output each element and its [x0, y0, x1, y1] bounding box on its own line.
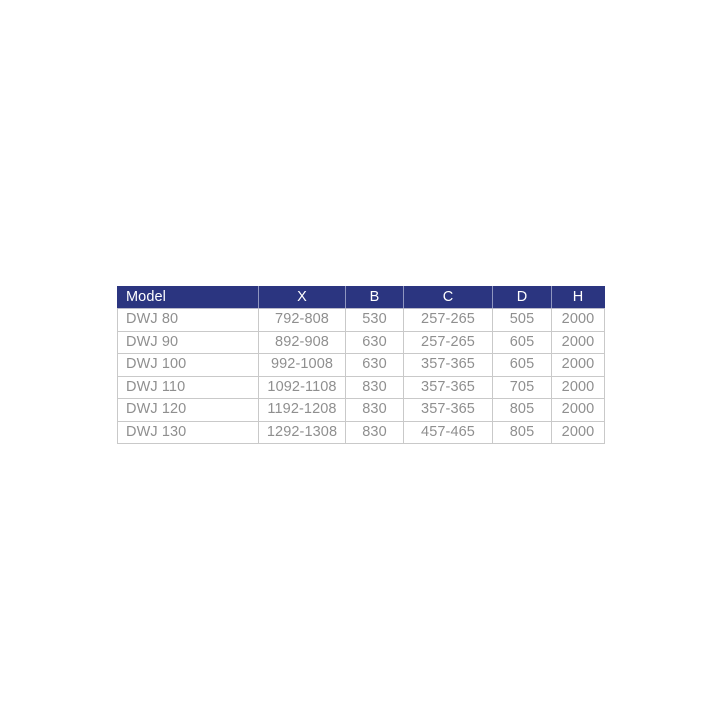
table-cell-b: 530 — [345, 308, 404, 332]
table-cell-h: 2000 — [551, 308, 605, 332]
column-header-c: C — [403, 286, 493, 309]
table-cell-c: 357-365 — [403, 398, 493, 422]
table-cell-d: 805 — [492, 398, 552, 422]
column-header-b: B — [345, 286, 404, 309]
model-dimensions-table-container: Model X B C D H DWJ 80 792-808 530 257-265 5… — [117, 286, 605, 444]
table-cell-x: 892-908 — [258, 331, 346, 354]
model-dimensions-table: Model X B C D H DWJ 80 792-808 530 257-265 5… — [117, 286, 605, 444]
table-cell-model: DWJ 120 — [117, 398, 259, 422]
table-row: DWJ 90 892-908 630 257-265 605 2000 — [117, 331, 605, 354]
table-row: DWJ 110 1092-1108 830 357-365 705 2000 — [117, 376, 605, 399]
column-header-h: H — [551, 286, 605, 309]
table-cell-model: DWJ 100 — [117, 353, 259, 377]
table-cell-h: 2000 — [551, 421, 605, 444]
table-cell-b: 830 — [345, 398, 404, 422]
table-cell-d: 705 — [492, 376, 552, 399]
table-cell-model: DWJ 130 — [117, 421, 259, 444]
table-header: Model X B C D H — [117, 286, 605, 309]
column-header-model: Model — [117, 286, 259, 309]
table-row: DWJ 100 992-1008 630 357-365 605 2000 — [117, 353, 605, 377]
table-cell-c: 357-365 — [403, 376, 493, 399]
table-cell-x: 1192-1208 — [258, 398, 346, 422]
table-cell-h: 2000 — [551, 331, 605, 354]
column-header-x: X — [258, 286, 346, 309]
column-header-d: D — [492, 286, 552, 309]
table-cell-c: 257-265 — [403, 331, 493, 354]
table-cell-x: 1092-1108 — [258, 376, 346, 399]
table-cell-model: DWJ 80 — [117, 308, 259, 332]
table-cell-x: 792-808 — [258, 308, 346, 332]
table-cell-d: 805 — [492, 421, 552, 444]
table-cell-b: 630 — [345, 331, 404, 354]
table-cell-c: 457-465 — [403, 421, 493, 444]
table-cell-h: 2000 — [551, 353, 605, 377]
table-cell-model: DWJ 90 — [117, 331, 259, 354]
table-row: DWJ 80 792-808 530 257-265 505 2000 — [117, 308, 605, 332]
table-cell-h: 2000 — [551, 398, 605, 422]
table-cell-c: 357-365 — [403, 353, 493, 377]
table-row: DWJ 130 1292-1308 830 457-465 805 2000 — [117, 421, 605, 444]
table-cell-x: 992-1008 — [258, 353, 346, 377]
table-cell-d: 605 — [492, 331, 552, 354]
table-cell-d: 505 — [492, 308, 552, 332]
table-cell-c: 257-265 — [403, 308, 493, 332]
table-cell-model: DWJ 110 — [117, 376, 259, 399]
table-body: DWJ 80 792-808 530 257-265 505 2000 DWJ 90 892-… — [117, 308, 605, 444]
table-header-row: Model X B C D H — [117, 286, 605, 309]
table-cell-b: 830 — [345, 421, 404, 444]
table-cell-h: 2000 — [551, 376, 605, 399]
table-cell-d: 605 — [492, 353, 552, 377]
table-cell-b: 630 — [345, 353, 404, 377]
table-row: DWJ 120 1192-1208 830 357-365 805 2000 — [117, 398, 605, 422]
table-cell-x: 1292-1308 — [258, 421, 346, 444]
table-cell-b: 830 — [345, 376, 404, 399]
